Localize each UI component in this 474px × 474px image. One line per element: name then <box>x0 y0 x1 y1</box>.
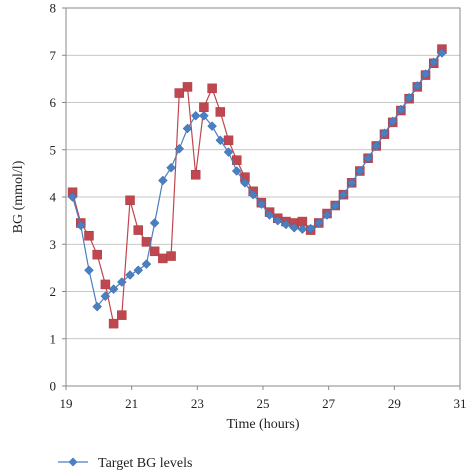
data-point-diamond <box>207 121 217 131</box>
data-point-diamond <box>149 218 160 228</box>
data-point-diamond <box>67 192 78 202</box>
y-tick-label: 0 <box>50 379 57 394</box>
x-axis-label: Time (hours) <box>227 417 300 432</box>
data-point-square <box>166 251 176 261</box>
data-point-square <box>174 88 185 98</box>
data-point-diamond <box>428 57 439 68</box>
data-point-diamond <box>108 284 119 294</box>
y-tick-label: 3 <box>50 237 57 252</box>
y-tick-label: 5 <box>50 142 57 157</box>
data-point-diamond <box>437 48 447 58</box>
data-point-diamond <box>223 147 234 157</box>
data-point-diamond <box>92 301 103 312</box>
x-tick-labels: 19 21 23 25 27 29 31 <box>60 386 467 411</box>
data-point-diamond <box>84 265 94 276</box>
data-point-diamond <box>166 162 176 173</box>
data-point-diamond <box>125 270 135 280</box>
data-point-square <box>108 318 119 329</box>
data-point-square <box>199 102 209 112</box>
x-tick-label: 23 <box>191 396 204 411</box>
data-point-diamond <box>141 259 152 269</box>
legend: Target BG levels <box>58 456 192 471</box>
data-point-diamond <box>174 143 185 154</box>
y-tick-label: 7 <box>50 48 57 63</box>
data-point-diamond <box>379 128 390 139</box>
data-point-diamond <box>363 153 373 164</box>
data-point-square <box>182 82 193 92</box>
legend-marker-target <box>68 457 78 467</box>
data-point-square <box>125 195 135 206</box>
data-point-square <box>149 246 160 257</box>
gridlines <box>66 7 460 387</box>
y-tick-label: 8 <box>50 1 57 16</box>
data-point-square <box>100 279 111 290</box>
data-point-diamond <box>199 110 209 121</box>
data-point-diamond <box>248 189 259 200</box>
data-point-square <box>141 237 152 247</box>
x-tick-label: 25 <box>257 396 270 411</box>
y-tick-labels: 0 1 2 3 4 5 6 7 8 <box>50 1 66 394</box>
data-point-diamond <box>158 175 168 186</box>
data-point-square <box>223 135 234 146</box>
data-point-diamond <box>297 224 308 234</box>
data-point-square <box>215 107 226 117</box>
y-tick-label: 2 <box>50 284 57 299</box>
legend-label-target: Target BG levels <box>98 456 192 471</box>
data-point-diamond <box>412 81 423 91</box>
data-point-diamond <box>256 199 267 209</box>
data-point-diamond <box>231 166 242 176</box>
data-point-diamond <box>100 291 111 302</box>
data-point-diamond <box>420 69 431 80</box>
data-point-diamond <box>387 116 398 127</box>
y-axis-label: BG (mmol/l) <box>11 160 26 233</box>
data-point-diamond <box>240 177 250 188</box>
x-tick-label: 31 <box>454 396 467 411</box>
data-point-diamond <box>289 222 300 233</box>
data-point-square <box>84 230 94 241</box>
data-point-square <box>92 249 102 260</box>
y-tick-label: 1 <box>50 331 57 346</box>
y-tick-label: 6 <box>50 95 57 110</box>
data-point-diamond <box>371 141 382 151</box>
data-point-diamond <box>338 189 349 200</box>
data-point-diamond <box>264 210 275 220</box>
data-point-diamond <box>305 223 316 234</box>
data-point-diamond <box>322 210 332 220</box>
data-point-diamond <box>182 123 193 134</box>
series-line <box>71 52 443 308</box>
series-layer <box>67 44 447 329</box>
data-point-square <box>190 170 201 180</box>
data-point-diamond <box>116 277 127 287</box>
data-point-square <box>133 225 143 235</box>
series-line <box>71 48 443 325</box>
data-point-diamond <box>281 219 291 230</box>
data-point-square <box>158 253 168 264</box>
series-measured-bg <box>67 44 447 329</box>
data-point-diamond <box>133 265 144 276</box>
x-tick-label: 29 <box>388 396 401 411</box>
data-point-diamond <box>75 220 86 231</box>
data-point-diamond <box>272 215 283 226</box>
series-target-bg <box>67 48 447 312</box>
data-point-diamond <box>313 218 324 228</box>
data-point-diamond <box>215 135 226 146</box>
data-point-diamond <box>190 110 201 121</box>
data-point-diamond <box>404 92 414 103</box>
data-point-diamond <box>355 166 365 176</box>
y-tick-label: 4 <box>50 190 57 205</box>
data-point-square <box>207 83 217 94</box>
x-tick-label: 21 <box>125 396 138 411</box>
data-point-diamond <box>346 177 357 188</box>
x-tick-label: 27 <box>322 396 336 411</box>
data-point-diamond <box>330 200 341 211</box>
data-point-square <box>117 310 127 320</box>
x-tick-label: 19 <box>60 396 73 411</box>
data-point-diamond <box>396 104 406 115</box>
